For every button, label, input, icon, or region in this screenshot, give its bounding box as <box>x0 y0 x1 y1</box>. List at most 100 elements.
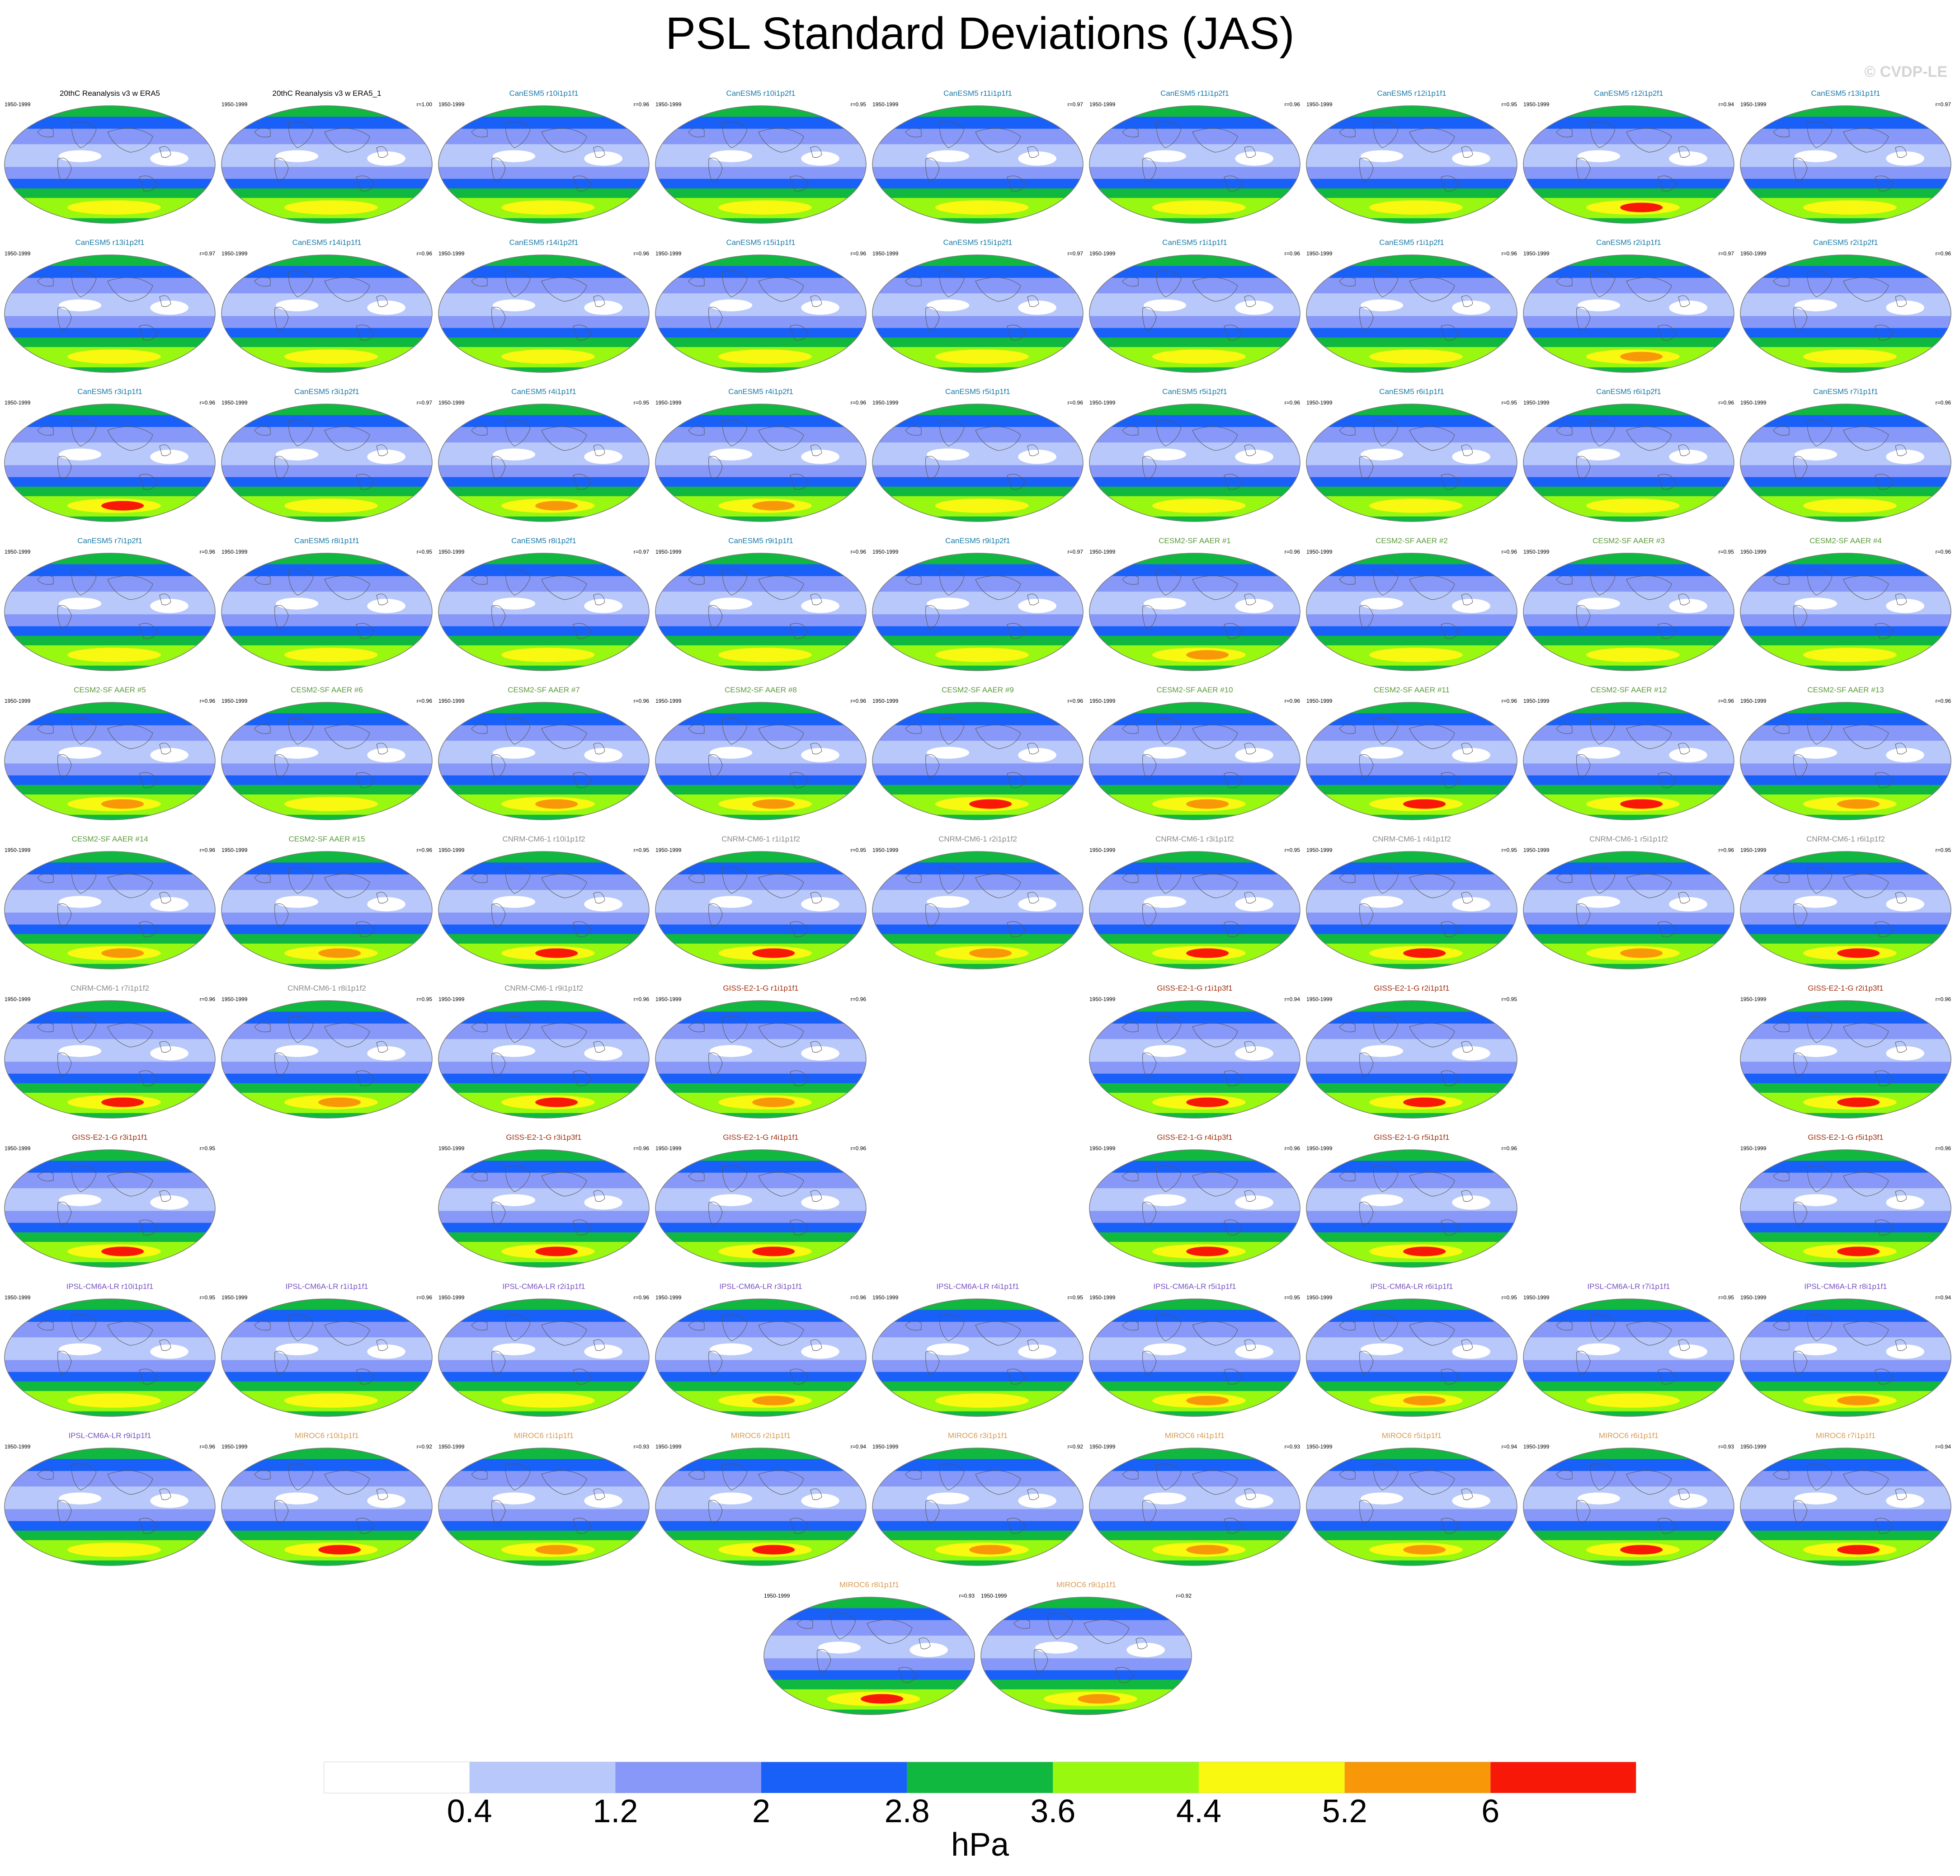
coastline <box>1373 569 1399 596</box>
robinson-map <box>1740 1298 1951 1417</box>
coastline <box>71 419 97 447</box>
coastline <box>1027 444 1039 456</box>
coastline <box>159 743 171 755</box>
low-variability-patch <box>1361 299 1404 311</box>
robinson-map <box>1089 254 1300 373</box>
panel-pattern-correlation: r=0.96 <box>416 847 432 853</box>
southern-max-core <box>969 501 1012 511</box>
coastline <box>1047 1613 1073 1640</box>
psl-band <box>1740 465 1951 478</box>
coastline <box>722 1463 748 1490</box>
coastline <box>573 921 592 937</box>
coastline <box>1807 1165 1833 1192</box>
coastline <box>1626 426 1672 451</box>
robinson-map <box>1523 404 1734 522</box>
map-outline <box>221 105 433 224</box>
panel-pattern-correlation: r=0.96 <box>416 250 432 257</box>
map-panel: MIROC6 r7i1p1f1 1950-1999 r=0.94 <box>1739 1431 1952 1566</box>
psl-band <box>655 106 866 117</box>
coastline <box>1373 718 1399 745</box>
low-variability-patch <box>367 1046 405 1061</box>
coastline <box>1409 874 1455 898</box>
coastline <box>1576 903 1591 928</box>
psl-band <box>655 337 866 348</box>
low-variability-patch <box>584 748 622 762</box>
psl-band <box>5 702 215 714</box>
colorbar-tick-label: 3.6 <box>1030 1793 1076 1829</box>
panel-pattern-correlation: r=0.96 <box>633 250 649 257</box>
psl-band <box>1740 1001 1951 1012</box>
map-panel: GISS-E2-1-G r2i1p1f1 1950-1999 r=0.95 <box>1305 983 1518 1119</box>
psl-band <box>438 188 649 198</box>
psl-band <box>438 106 649 117</box>
low-variability-patch <box>1452 151 1490 166</box>
low-variability-patch <box>1886 1046 1924 1061</box>
panel-years: 1950-1999 <box>655 698 682 704</box>
coastline <box>1224 921 1243 937</box>
robinson-map <box>1523 105 1734 224</box>
coastline <box>1793 456 1808 480</box>
psl-band <box>655 179 866 189</box>
coastline <box>139 474 158 490</box>
low-variability-patch <box>367 1344 405 1359</box>
map-outline <box>221 1298 433 1417</box>
psl-band <box>438 1411 649 1416</box>
coastline <box>939 1314 965 1341</box>
panel-pattern-correlation: r=0.96 <box>633 101 649 108</box>
coastline <box>1339 575 1356 585</box>
map-outline <box>438 1298 650 1417</box>
coastline <box>57 754 72 779</box>
psl-band <box>221 1560 432 1566</box>
coastline <box>708 903 723 928</box>
psl-band <box>1306 1560 1517 1566</box>
panel-pattern-correlation: r=0.96 <box>1935 549 1951 555</box>
psl-band <box>5 912 215 925</box>
panel-years: 1950-1999 <box>438 996 465 1002</box>
psl-band <box>1089 1150 1300 1161</box>
psl-band <box>438 516 649 522</box>
coastline <box>71 1314 97 1341</box>
coastline <box>1626 1321 1672 1346</box>
coastline <box>1156 270 1182 297</box>
figure-title: PSL Standard Deviations (JAS) <box>665 8 1295 59</box>
panel-title: CanESM5 r3i1p1f1 <box>77 387 142 396</box>
coastline <box>1339 724 1356 734</box>
panel-pattern-correlation: r=0.96 <box>199 698 215 704</box>
psl-band <box>1089 1509 1300 1522</box>
panel-pattern-correlation: r=0.96 <box>1718 400 1734 406</box>
map-outline <box>1740 404 1951 522</box>
panel-years: 1950-1999 <box>655 1443 682 1450</box>
low-variability-patch <box>927 597 970 610</box>
southern-max-core <box>969 650 1012 660</box>
panel-years: 1950-1999 <box>5 1294 31 1301</box>
map-outline <box>1089 1149 1300 1268</box>
map-panel: CESM2-SF AAER #15 1950-1999 r=0.96 <box>221 834 433 970</box>
coastline <box>1244 743 1256 755</box>
robinson-map <box>1740 1448 1951 1566</box>
low-variability-patch <box>150 897 188 912</box>
psl-band <box>1740 763 1951 776</box>
low-variability-patch <box>710 747 753 759</box>
panel-title: CNRM-CM6-1 r3i1p1f2 <box>1155 835 1234 843</box>
psl-band <box>1306 486 1517 497</box>
colorbar-tick-label: 2.8 <box>884 1793 930 1829</box>
map-panel: IPSL-CM6A-LR r10i1p1f1 1950-1999 r=0.95 <box>4 1282 216 1417</box>
low-variability-patch <box>276 896 319 908</box>
map-panel: IPSL-CM6A-LR r6i1p1f1 1950-1999 r=0.95 <box>1305 1282 1518 1417</box>
psl-band <box>438 337 649 348</box>
panel-years: 1950-1999 <box>655 847 682 853</box>
psl-band <box>438 785 649 795</box>
low-variability-patch <box>1144 896 1187 908</box>
psl-band <box>221 179 432 189</box>
map-panel: CESM2-SF AAER #13 1950-1999 r=0.96 <box>1739 685 1952 821</box>
robinson-map <box>221 404 433 522</box>
map-outline <box>438 851 650 969</box>
psl-band <box>1089 218 1300 223</box>
coastline <box>810 593 822 606</box>
map-panel: MIROC6 r1i1p1f1 1950-1999 r=0.93 <box>438 1431 650 1566</box>
coastline <box>491 456 506 480</box>
map-panel: MIROC6 r5i1p1f1 1950-1999 r=0.94 <box>1305 1431 1518 1566</box>
panel-title: CanESM5 r14i1p2f1 <box>509 238 579 247</box>
psl-band <box>1306 702 1517 714</box>
psl-band <box>1740 934 1951 944</box>
